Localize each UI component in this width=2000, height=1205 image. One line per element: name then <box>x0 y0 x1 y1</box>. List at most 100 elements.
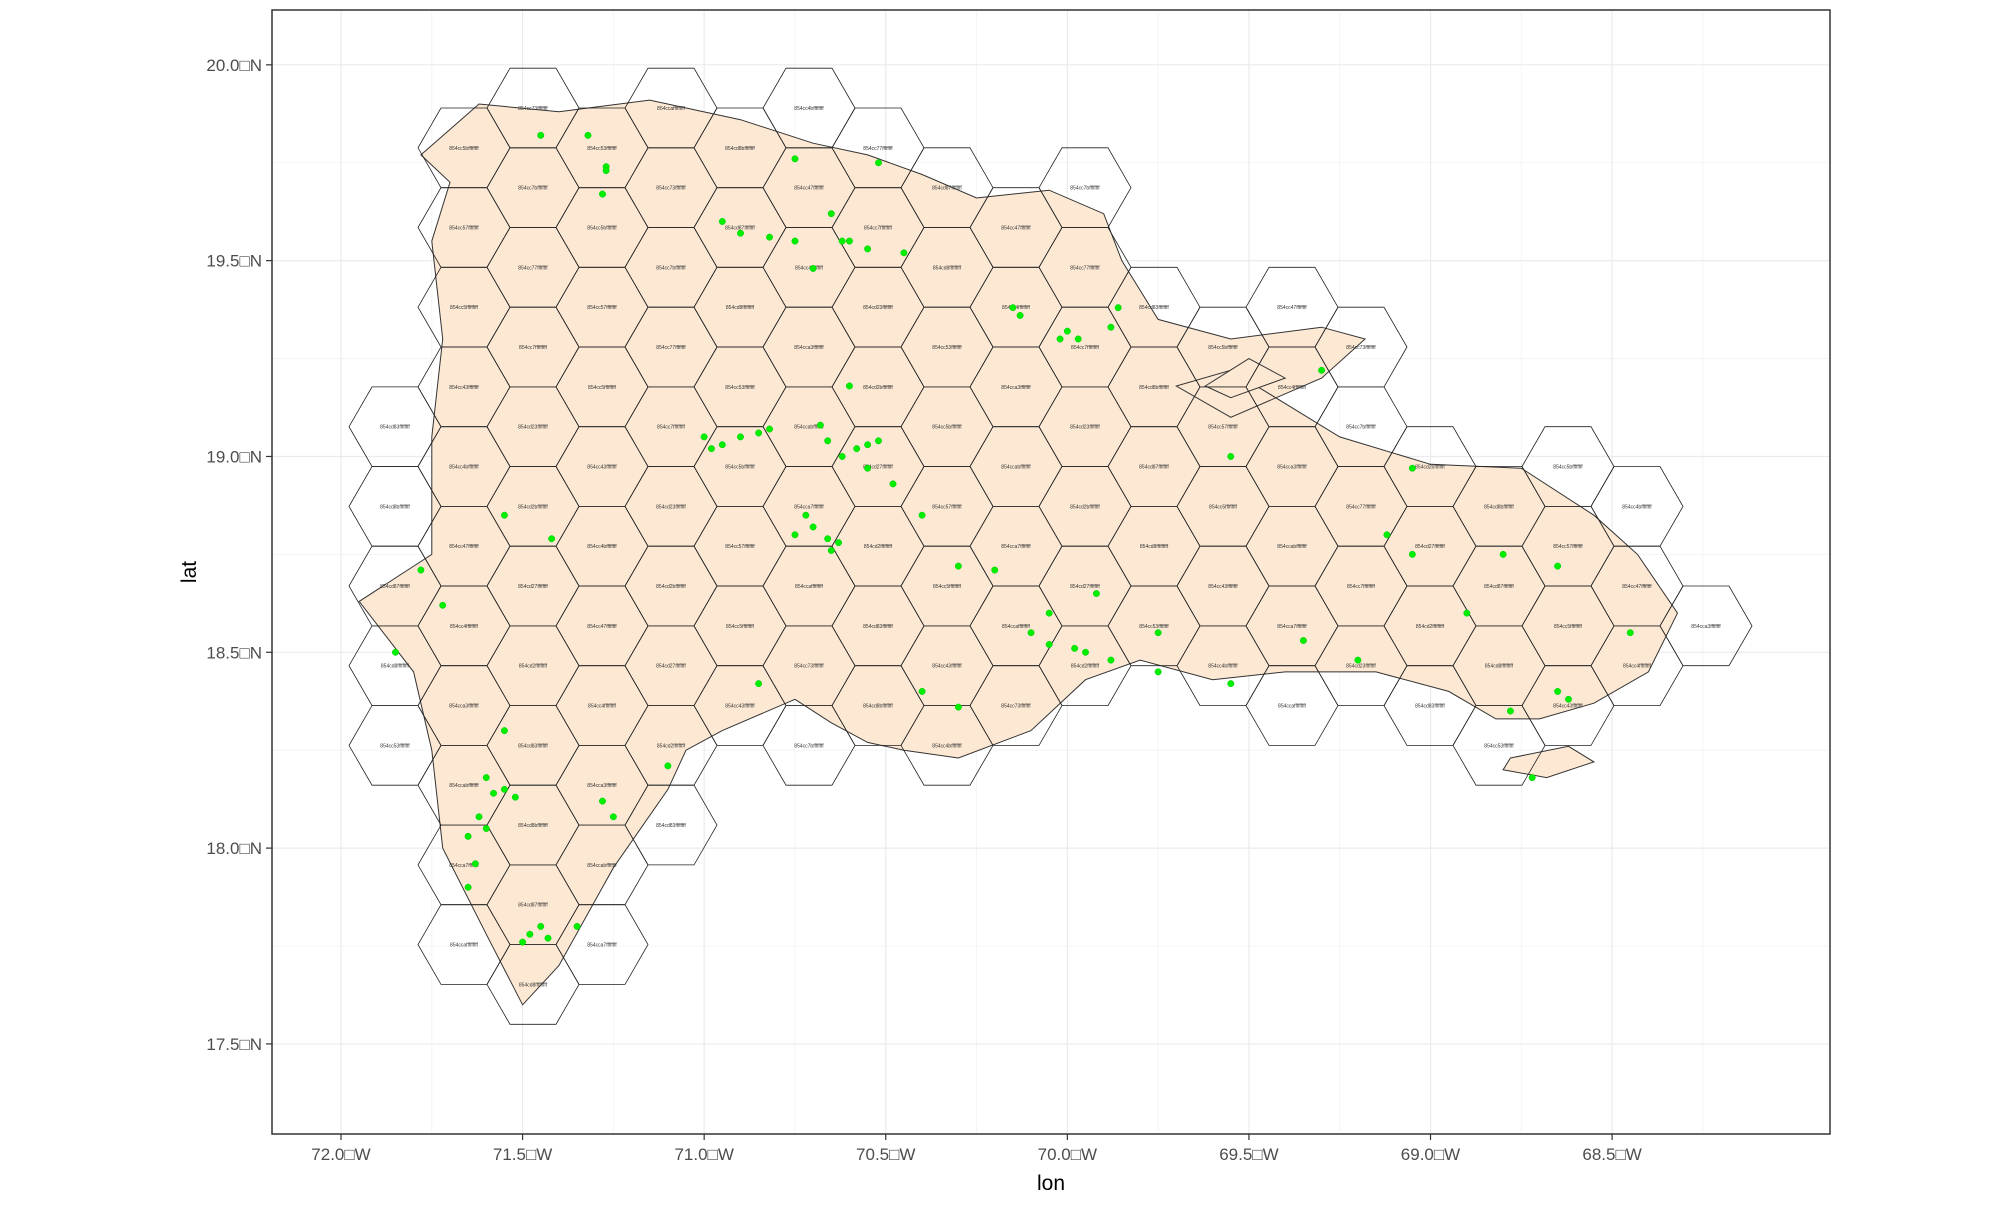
site-point <box>573 922 581 930</box>
hex-cell-label: 854cc4bffffffff <box>1622 504 1652 510</box>
hex-cell-label: 854cc43ffffffff <box>932 664 962 670</box>
site-point <box>875 159 882 167</box>
site-point <box>845 237 853 245</box>
site-point <box>1045 641 1053 648</box>
hex-cell-label: 854cd8fffffffff <box>726 305 755 311</box>
hex-cell-label: 854cd23ffffffff <box>1070 425 1100 431</box>
site-point <box>490 789 497 797</box>
hex-cell-label: 854cc5fffffffff <box>588 385 617 391</box>
hex-cell-label: 854cc53ffffffff <box>587 146 617 152</box>
hex-cell-label: 854cc43ffffffff <box>587 465 617 471</box>
hex-cell-label: 854cd2fffffffff <box>864 544 893 550</box>
hex-cell-label: 854cd2bffffffff <box>656 584 686 590</box>
hex-cell-label: 854cd87ffffffff <box>1484 584 1514 590</box>
hex-cell-label: 854cc4bffffffff <box>794 106 824 112</box>
hex-cell-label: 854cca7ffffffff <box>1001 544 1031 550</box>
hex-cell-label: 854cd83ffffffff <box>863 624 893 630</box>
site-point <box>889 480 897 488</box>
hex-cell-label: 854cd8bffffffff <box>1484 504 1514 510</box>
hex-cell-label: 854cc4fffffffff <box>588 704 617 710</box>
site-point <box>824 535 832 543</box>
hex-cell-label: 854cca7ffffffff <box>587 943 617 949</box>
site-point <box>954 562 962 570</box>
hex-cell-label: 854cca3ffffffff <box>449 704 479 710</box>
site-point <box>1154 668 1162 676</box>
hex-cell-label: 854cc57ffffffff <box>1208 425 1238 431</box>
hex-cell-label: 854cd23ffffffff <box>656 504 686 510</box>
y-tick-label: 19.5□N <box>206 252 262 271</box>
site-point <box>900 249 908 257</box>
hex-cell-label: 854cc43ffffffff <box>449 385 479 391</box>
site-point <box>864 464 872 472</box>
site-point <box>791 237 799 245</box>
site-point <box>537 922 545 930</box>
hex-cell-label: 854cd27ffffffff <box>863 465 893 471</box>
hex-cell-label: 854ccafffffffff <box>1278 704 1307 710</box>
site-point <box>1107 656 1115 664</box>
site-point <box>1499 550 1507 558</box>
hex-cell-label: 854cc5fffffffff <box>450 305 479 311</box>
hex-cell-label: 854cc77ffffffff <box>863 146 893 152</box>
hex-cell-label: 854cd8bffffffff <box>380 504 410 510</box>
hex-cell-label: 854cd2bffffffff <box>1070 504 1100 510</box>
hex-cell-label: 854cd83ffffffff <box>518 743 548 749</box>
hex-cell-label: 854cc53ffffffff <box>1484 743 1514 749</box>
site-point <box>599 797 606 805</box>
hex-cell-label: 854cca7ffffffff <box>1277 624 1307 630</box>
hex-cell-label: 854cc7bffffffff <box>656 265 686 271</box>
hex-cell-label: 854ccafffffffff <box>1002 624 1031 630</box>
site-point <box>954 703 962 711</box>
site-point <box>802 511 810 519</box>
hex-cell-label: 854cc47ffffffff <box>1622 584 1652 590</box>
hex-cell-label: 854cc53ffffffff <box>1139 624 1169 630</box>
hex-cell-label: 854cc5bffffffff <box>1553 465 1583 471</box>
site-point <box>991 566 999 574</box>
hex-cell-label: 854cca3ffffffff <box>794 345 824 351</box>
site-point <box>737 229 744 237</box>
hex-cell-label: 854cd83ffffffff <box>1415 704 1445 710</box>
hex-cell-label: 854cc4fffffffff <box>1002 305 1031 311</box>
x-tick-label: 69.0□W <box>1401 1145 1460 1164</box>
hex-cell-label: 854cca7ffffffff <box>449 863 479 869</box>
site-point <box>602 167 610 175</box>
site-point <box>599 190 606 198</box>
hex-cell <box>624 784 718 866</box>
hex-cell-label: 854cc73ffffffff <box>794 664 824 670</box>
site-point <box>791 531 799 539</box>
hex-cell-label: 854cd8fffffffff <box>381 664 410 670</box>
hex-cell-label: 854cca3ffffffff <box>1001 385 1031 391</box>
hex-cell-label: 854cd2bffffffff <box>518 504 548 510</box>
site-point <box>875 437 882 445</box>
site-point <box>864 441 872 449</box>
hex-cell-label: 854cd23ffffffff <box>518 425 548 431</box>
island-polygon <box>1502 745 1596 779</box>
hex-cell-label: 854cd2fffffffff <box>657 743 686 749</box>
hex-cell-label: 854cc57ffffffff <box>932 504 962 510</box>
axis-ticks: 72.0□W 71.5□W 71.0□W 70.5□W 70.0□W 69.5□W 69.0… <box>206 56 1641 1164</box>
hex-cell-label: 854cc5fffffffff <box>726 624 755 630</box>
site-point <box>482 774 490 782</box>
x-tick-label: 69.5□W <box>1219 1145 1278 1164</box>
hex-cell-label: 854cc4bffffffff <box>932 743 962 749</box>
site-point <box>1299 637 1307 644</box>
hex-cell-label: 854cc5bffffffff <box>1208 345 1238 351</box>
site-point <box>1045 609 1053 617</box>
hex-cell-label: 854cc7fffffffff <box>1071 345 1100 351</box>
hex-cell-label: 854cc4fffffffff <box>450 624 479 630</box>
site-point <box>838 453 846 460</box>
hex-cell-label: 854cd83ffffffff <box>656 823 686 829</box>
hex-cell-label: 854cd8fffffffff <box>519 982 548 988</box>
site-point <box>417 566 425 574</box>
site-point <box>918 687 926 695</box>
hex-cell-label: 854ccafffffffff <box>450 943 479 949</box>
site-point <box>609 813 617 821</box>
x-tick-label: 71.0□W <box>674 1145 733 1164</box>
site-point <box>718 441 726 449</box>
site-point <box>755 680 763 688</box>
hex-cell-label: 854cc5fffffffff <box>1209 504 1238 510</box>
site-point <box>1408 550 1416 558</box>
y-axis-title: lat <box>178 561 201 583</box>
hex-cell-label: 854cd2fffffffff <box>1071 664 1100 670</box>
hex-cell-label: 854cc7bffffffff <box>518 186 548 192</box>
